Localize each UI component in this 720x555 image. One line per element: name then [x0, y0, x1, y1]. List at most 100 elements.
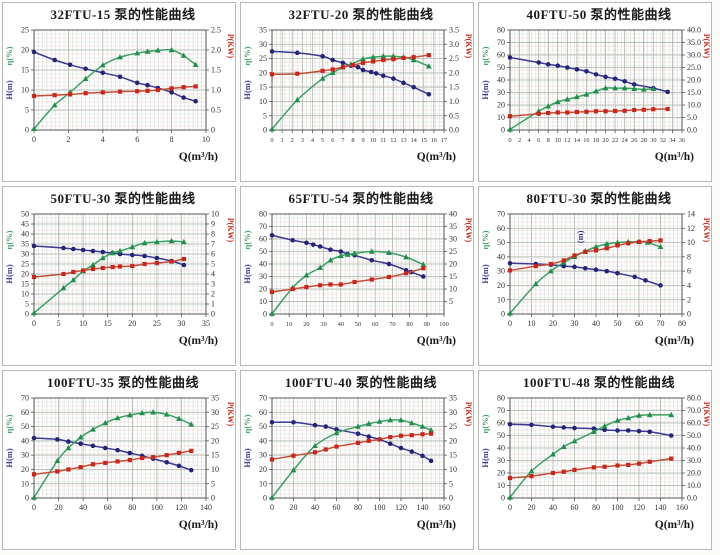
chart-plot: 0 10 20 30 40 50 60 70 8001020304050607002468101…: [480, 210, 711, 347]
x-tick-label: 60: [372, 321, 378, 328]
marker-triangle: [625, 414, 632, 421]
right-tick-label: 0: [687, 310, 691, 319]
eta-markers: [507, 85, 657, 132]
marker-triangle: [410, 56, 417, 63]
p-markers: [269, 431, 434, 462]
right-tick-label: 30: [211, 408, 219, 417]
marker-circle: [71, 246, 76, 252]
left-tick-label: 20: [497, 281, 505, 290]
left-tick-label: 50: [259, 247, 267, 256]
marker-square: [176, 450, 182, 455]
marker-triangle: [134, 50, 141, 56]
x-tick-label: 28: [641, 137, 647, 144]
left-tick-label: 50: [497, 431, 505, 440]
x-tick-label: 34: [669, 137, 676, 144]
q-axis-label: Q(m³/h): [655, 335, 694, 347]
marker-triangle: [269, 126, 275, 132]
marker-circle: [584, 68, 589, 74]
right-tick-label: 3.5: [449, 26, 459, 35]
x-tick-label: 40: [311, 503, 319, 512]
marker-square: [130, 263, 135, 269]
p-axis-label: P(KW): [702, 218, 711, 243]
x-tick-label: 2: [291, 137, 294, 144]
right-tick-label: 10.0: [687, 101, 701, 110]
marker-square: [68, 92, 73, 97]
marker-triangle: [368, 248, 375, 254]
marker-circle: [545, 62, 551, 67]
h-axis-label: H(m): [4, 264, 14, 284]
marker-circle: [115, 447, 120, 453]
p-axis-label: P(KW): [702, 402, 711, 427]
left-tick-label: 40: [21, 230, 29, 239]
x-tick-label: 16: [431, 137, 437, 144]
grid-major: [31, 29, 209, 133]
x-tick-label: 20: [528, 503, 536, 512]
left-tick-label: 10: [497, 113, 505, 122]
right-tick-label: 20: [211, 436, 219, 445]
chart-title: 80FTU-30 泵的性能曲线: [526, 191, 672, 206]
marker-triangle: [554, 98, 561, 105]
marker-square: [189, 448, 194, 453]
marker-circle: [665, 89, 670, 95]
left-tick-label: 20: [21, 465, 29, 474]
marker-triangle: [386, 249, 392, 255]
marker-square: [507, 475, 513, 481]
marker-triangle: [387, 417, 394, 423]
left-tick-label: 40: [259, 436, 267, 445]
right-tick-label: 30.0: [687, 456, 701, 465]
x-tick-label: 24: [621, 137, 628, 144]
right-tick-label: 2.5: [211, 26, 221, 35]
eta-axis-label: η(%): [480, 46, 490, 65]
marker-circle: [181, 262, 187, 268]
marker-square: [312, 450, 318, 455]
marker-square: [647, 239, 652, 244]
marker-triangle: [269, 494, 275, 500]
marker-circle: [317, 244, 323, 249]
marker-circle: [145, 82, 150, 88]
marker-square: [328, 282, 333, 287]
marker-square: [593, 248, 599, 253]
right-tick-label: 5: [211, 260, 215, 269]
marker-square: [565, 110, 570, 115]
marker-triangle: [631, 85, 638, 91]
x-tick-label: 6: [135, 135, 139, 144]
marker-square: [647, 459, 652, 464]
right-tick-label: 20.0: [687, 469, 701, 478]
x-tick-label: 60: [333, 503, 341, 512]
eta-markers: [31, 237, 187, 316]
marker-circle: [555, 63, 561, 68]
marker-square: [154, 260, 159, 266]
marker-triangle: [507, 310, 513, 316]
marker-triangle: [109, 249, 116, 256]
right-tick-label: 30.0: [687, 51, 701, 60]
marker-circle: [328, 247, 333, 252]
marker-circle: [355, 64, 361, 70]
marker-square: [83, 91, 88, 96]
marker-triangle: [650, 85, 657, 91]
marker-circle: [323, 424, 329, 429]
right-tick-label: 15: [211, 451, 219, 460]
q-axis-label: Q(m³/h): [417, 519, 456, 531]
marker-triangle: [590, 428, 597, 434]
p-axis-label: P(KW): [226, 402, 235, 427]
x-tick-label: 8: [547, 137, 550, 144]
x-tick-label: 11: [380, 137, 386, 144]
h-markers: [31, 435, 194, 473]
eta-markers: [507, 411, 675, 500]
x-tick-label: 32: [660, 137, 666, 144]
left-tick-label: 20: [259, 465, 267, 474]
left-tick-label: 30: [259, 40, 267, 49]
h-markers: [31, 49, 198, 104]
right-tick-label: 1.0: [449, 97, 459, 106]
marker-circle: [565, 65, 570, 70]
marker-square: [90, 462, 96, 467]
marker-triangle: [294, 96, 301, 103]
marker-square: [360, 60, 366, 65]
marker-circle: [90, 248, 96, 254]
chart-panel-100ftu-40: 100FTU-40 泵的性能曲线 0 20 40 60 80 100 120 140 160 0 1…: [240, 370, 474, 550]
left-tick-label: 0: [25, 126, 29, 135]
marker-square: [323, 447, 328, 452]
x-tick-label: 30: [571, 319, 579, 328]
marker-square: [55, 469, 60, 474]
marker-triangle: [528, 468, 535, 474]
